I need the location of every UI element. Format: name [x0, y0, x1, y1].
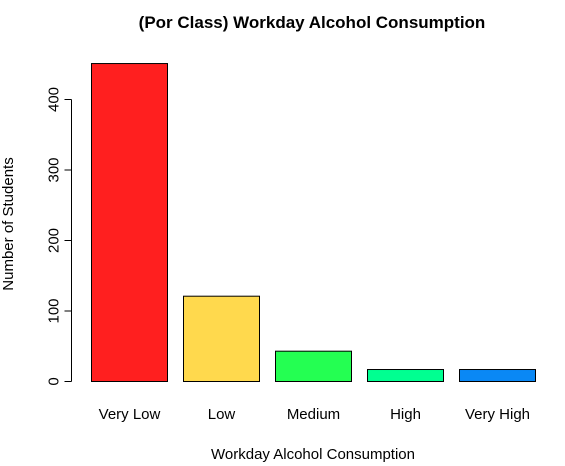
- y-axis-label: Number of Students: [0, 157, 17, 290]
- bar-high: [367, 369, 444, 383]
- bar-medium: [275, 350, 352, 382]
- bar-low: [183, 295, 260, 383]
- x-tick-labels: Very Low Low Medium High Very High: [99, 406, 530, 423]
- chart-title: (Por Class) Workday Alcohol Consumption: [139, 13, 486, 32]
- x-tick-label: Very High: [465, 406, 530, 423]
- x-axis-label: Workday Alcohol Consumption: [211, 446, 415, 463]
- x-tick-label: Medium: [287, 406, 340, 423]
- bar-very-low: [91, 63, 168, 382]
- x-tick-label: High: [390, 406, 421, 423]
- y-tick-label: 300: [46, 157, 63, 182]
- y-axis: 0 100 200 300 400: [46, 87, 72, 386]
- y-tick-label: 100: [46, 298, 63, 323]
- y-tick-label: 400: [46, 87, 63, 112]
- y-tick-label: 0: [46, 377, 63, 385]
- x-tick-label: Low: [208, 406, 236, 423]
- y-tick-label: 200: [46, 228, 63, 253]
- x-tick-label: Very Low: [99, 406, 161, 423]
- bars: [91, 63, 536, 383]
- bar-very-high: [459, 369, 536, 383]
